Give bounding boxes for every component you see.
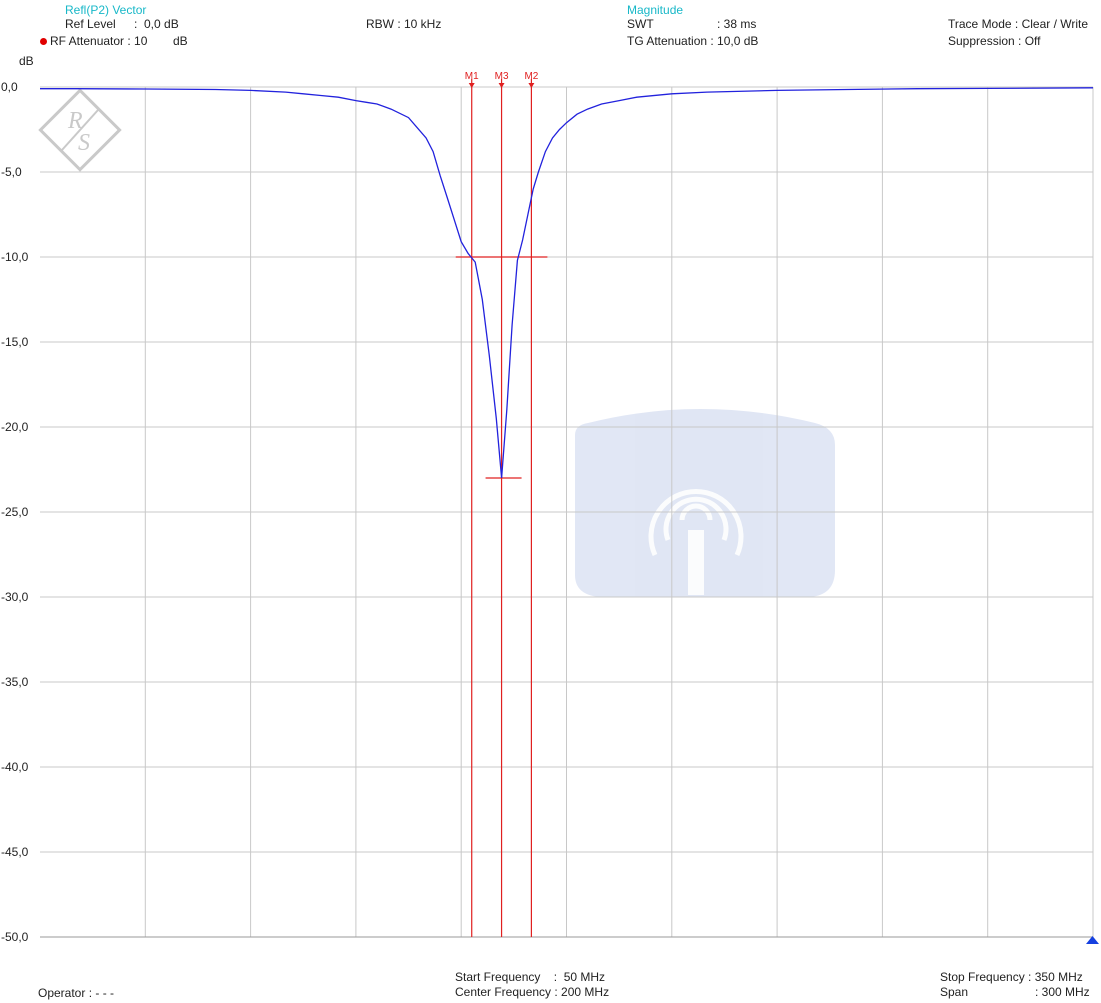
sweep-end-indicator-icon [1086,936,1099,944]
y-tick-label: -45,0 [1,845,29,859]
span-value: : 300 MHz [1035,985,1090,999]
y-tick-label: -15,0 [1,335,29,349]
marker-label-m2: M2 [524,71,538,82]
y-tick-label: 0,0 [1,80,18,94]
stop-frequency-readout: Stop Frequency : 350 MHz [940,970,1083,984]
marker-label-m3: M3 [495,71,509,82]
broadcast-watermark-icon [575,409,835,597]
rf-attenuator-unit: dB [173,34,188,48]
format-label: Magnitude [627,3,684,17]
span-label: Span [940,985,969,999]
marker-pointer-icon [498,83,505,88]
y-tick-label: -50,0 [1,930,29,944]
marker-pointer-icon [528,83,535,88]
watermark-layer: R S [38,88,835,597]
suppression-readout: Suppression : Off [948,34,1041,48]
swt-label: SWT [627,17,654,31]
y-tick-label: -10,0 [1,250,29,264]
trace-mode-readout: Trace Mode : Clear / Write [948,17,1089,31]
ref-level-value: : 0,0 dB [134,17,179,31]
y-tick-label: -30,0 [1,590,29,604]
trace-name: Refl(P2) Vector [65,3,147,17]
rbw-readout: RBW : 10 kHz [366,17,442,31]
start-frequency-readout: Start Frequency : 50 MHz [455,970,606,984]
swt-value: : 38 ms [717,17,757,31]
operator-label: Operator : - - - [38,986,115,1000]
y-tick-label: -40,0 [1,760,29,774]
marker-pointer-icon [468,83,475,88]
rs-logo-icon: R S [38,88,122,172]
svg-text:R: R [67,108,83,134]
marker-label-m1: M1 [465,71,479,82]
center-frequency-readout: Center Frequency : 200 MHz [455,985,610,999]
y-unit-label: dB [19,54,34,68]
y-tick-label: -35,0 [1,675,29,689]
svg-text:S: S [78,130,90,156]
trace-line [40,87,1094,479]
rf-attenuator-label: RF Attenuator : 10 [50,34,148,48]
y-tick-label: -20,0 [1,420,29,434]
y-tick-label: -5,0 [1,165,22,179]
y-tick-label: -25,0 [1,505,29,519]
ref-level-label: Ref Level [65,17,116,31]
rf-attenuator-indicator-icon [40,38,47,45]
tg-attenuation-readout: TG Attenuation : 10,0 dB [627,34,759,48]
